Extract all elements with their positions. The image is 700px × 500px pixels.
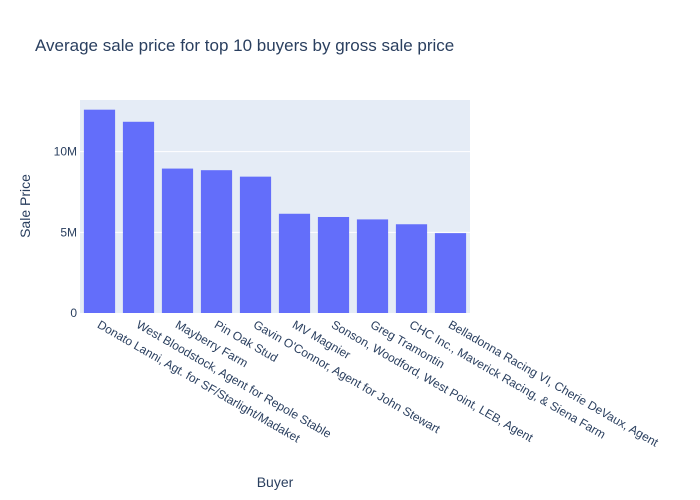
bar[interactable] xyxy=(239,176,272,313)
bar[interactable] xyxy=(356,219,389,313)
bar[interactable] xyxy=(161,168,194,313)
y-tick-label: 5M xyxy=(60,225,77,239)
x-tick-label: Belladonna Racing VI, Cherie DeVaux, Age… xyxy=(446,317,661,449)
bar[interactable] xyxy=(395,224,428,313)
bar[interactable] xyxy=(122,121,155,313)
bar[interactable] xyxy=(317,216,350,313)
chart-title: Average sale price for top 10 buyers by … xyxy=(35,36,454,55)
bar[interactable] xyxy=(83,109,116,313)
bars xyxy=(83,109,467,313)
x-axis-ticks: Donato Lanni, Agt. for SF/Starlight/Mada… xyxy=(95,317,661,449)
bar[interactable] xyxy=(200,170,233,313)
y-tick-label: 0 xyxy=(70,306,77,320)
bar[interactable] xyxy=(278,213,311,313)
x-axis-title: Buyer xyxy=(257,474,294,490)
y-tick-label: 10M xyxy=(54,145,77,159)
y-axis-title: Sale Price xyxy=(17,174,33,238)
bar[interactable] xyxy=(434,233,467,313)
y-axis-ticks: 0 5M 10M xyxy=(54,145,78,320)
